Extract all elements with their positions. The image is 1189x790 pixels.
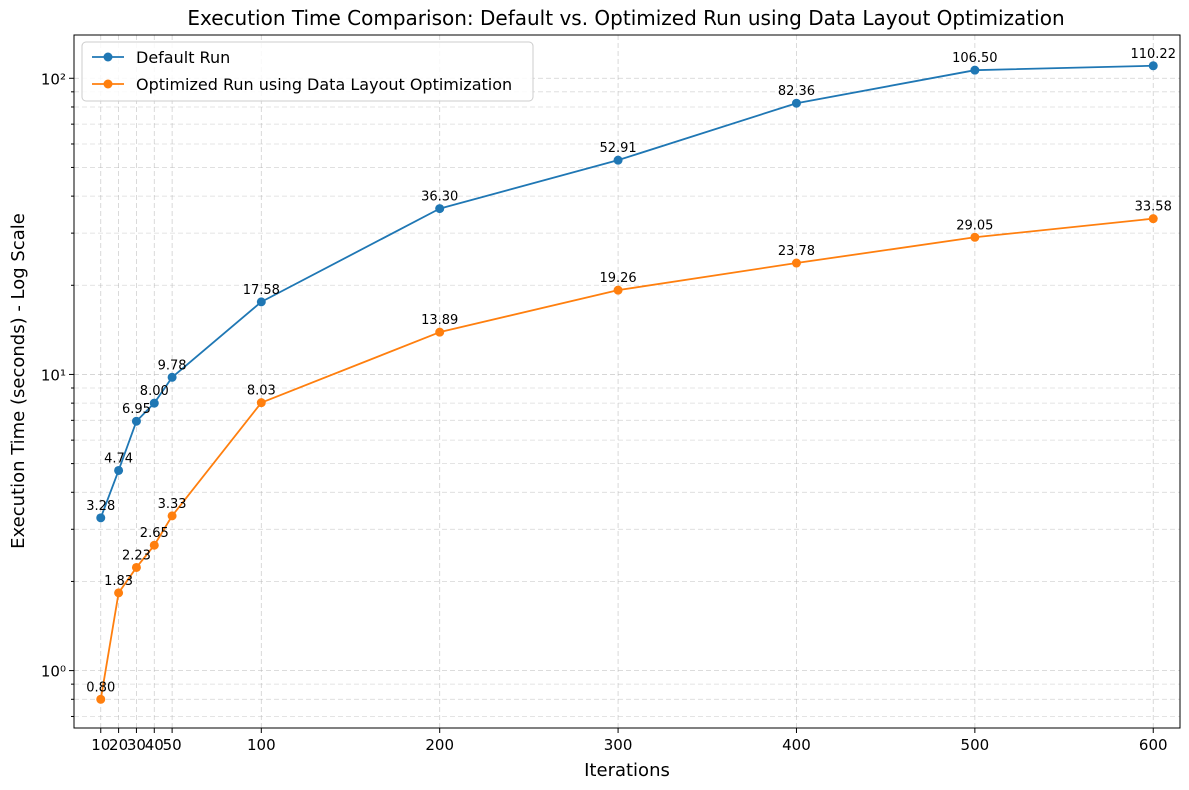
- data-point: [256, 398, 266, 408]
- data-label: 3.33: [158, 497, 187, 512]
- data-point: [613, 285, 623, 295]
- data-point: [114, 465, 124, 475]
- data-label: 8.00: [140, 384, 169, 399]
- data-labels: 3.28 4.74 6.95 8.00 9.78 17.58 36.30 52.91 82.36…: [86, 47, 1176, 696]
- data-label: 33.58: [1135, 200, 1172, 215]
- data-point: [791, 258, 801, 268]
- x-tick-label: 20: [109, 736, 128, 754]
- data-point: [256, 297, 266, 307]
- legend: Default Run Optimized Run using Data Lay…: [81, 41, 534, 102]
- legend-label-default: Default Run: [136, 48, 230, 67]
- x-axis-title: Iterations: [584, 760, 670, 781]
- data-point: [96, 694, 106, 704]
- legend-marker-optimized: [103, 79, 113, 89]
- data-label: 23.78: [778, 244, 815, 259]
- data-label: 106.50: [952, 51, 998, 66]
- data-point: [149, 398, 159, 408]
- data-label: 36.30: [421, 190, 458, 205]
- data-label: 8.03: [247, 384, 276, 399]
- x-tick-label: 400: [782, 736, 811, 754]
- data-point: [791, 98, 801, 108]
- data-label: 1.83: [104, 574, 133, 589]
- data-point: [167, 511, 177, 521]
- data-label: 4.74: [104, 451, 133, 466]
- data-point: [970, 65, 980, 75]
- y-tick-label: 10¹: [41, 366, 66, 384]
- legend-marker-default: [103, 52, 113, 62]
- data-point: [114, 588, 124, 598]
- x-tick-label: 100: [247, 736, 276, 754]
- x-tick-label: 50: [163, 736, 182, 754]
- data-label: 29.05: [956, 218, 993, 233]
- x-tick-label: 500: [961, 736, 990, 754]
- data-point: [167, 372, 177, 382]
- x-tick-label: 30: [127, 736, 146, 754]
- plot-frame: [73, 34, 1181, 729]
- data-point: [131, 416, 141, 426]
- x-tick-label: 300: [604, 736, 633, 754]
- data-label: 0.80: [86, 680, 115, 695]
- x-tick-label: 10: [91, 736, 110, 754]
- x-tick-label: 200: [425, 736, 454, 754]
- y-tick-label: 10²: [41, 70, 66, 88]
- data-point: [149, 540, 159, 550]
- data-label: 19.26: [599, 271, 636, 286]
- series: [96, 61, 1158, 704]
- data-label: 2.23: [122, 548, 151, 563]
- chart-title: Execution Time Comparison: Default vs. O…: [187, 6, 1064, 30]
- data-point: [96, 513, 106, 523]
- data-point: [1148, 61, 1158, 71]
- data-label: 52.91: [599, 141, 636, 156]
- data-label: 6.95: [122, 402, 151, 417]
- x-tick-label: 40: [145, 736, 164, 754]
- grid: [74, 35, 1180, 728]
- data-point: [970, 232, 980, 242]
- x-tick-label: 600: [1139, 736, 1168, 754]
- data-point: [131, 562, 141, 572]
- data-label: 2.65: [140, 526, 169, 541]
- data-label: 3.28: [86, 499, 115, 514]
- data-label: 110.22: [1130, 47, 1176, 62]
- data-point: [435, 204, 445, 214]
- data-label: 13.89: [421, 313, 458, 328]
- data-point: [435, 327, 445, 337]
- data-label: 82.36: [778, 84, 815, 99]
- legend-box: [81, 41, 534, 102]
- y-tick-label: 10⁰: [41, 663, 66, 681]
- data-point: [613, 155, 623, 165]
- legend-label-optimized: Optimized Run using Data Layout Optimiza…: [136, 75, 512, 94]
- y-axis-title: Execution Time (seconds) - Log Scale: [8, 213, 29, 549]
- data-point: [1148, 214, 1158, 224]
- data-label: 17.58: [243, 283, 280, 298]
- data-label: 9.78: [158, 358, 187, 373]
